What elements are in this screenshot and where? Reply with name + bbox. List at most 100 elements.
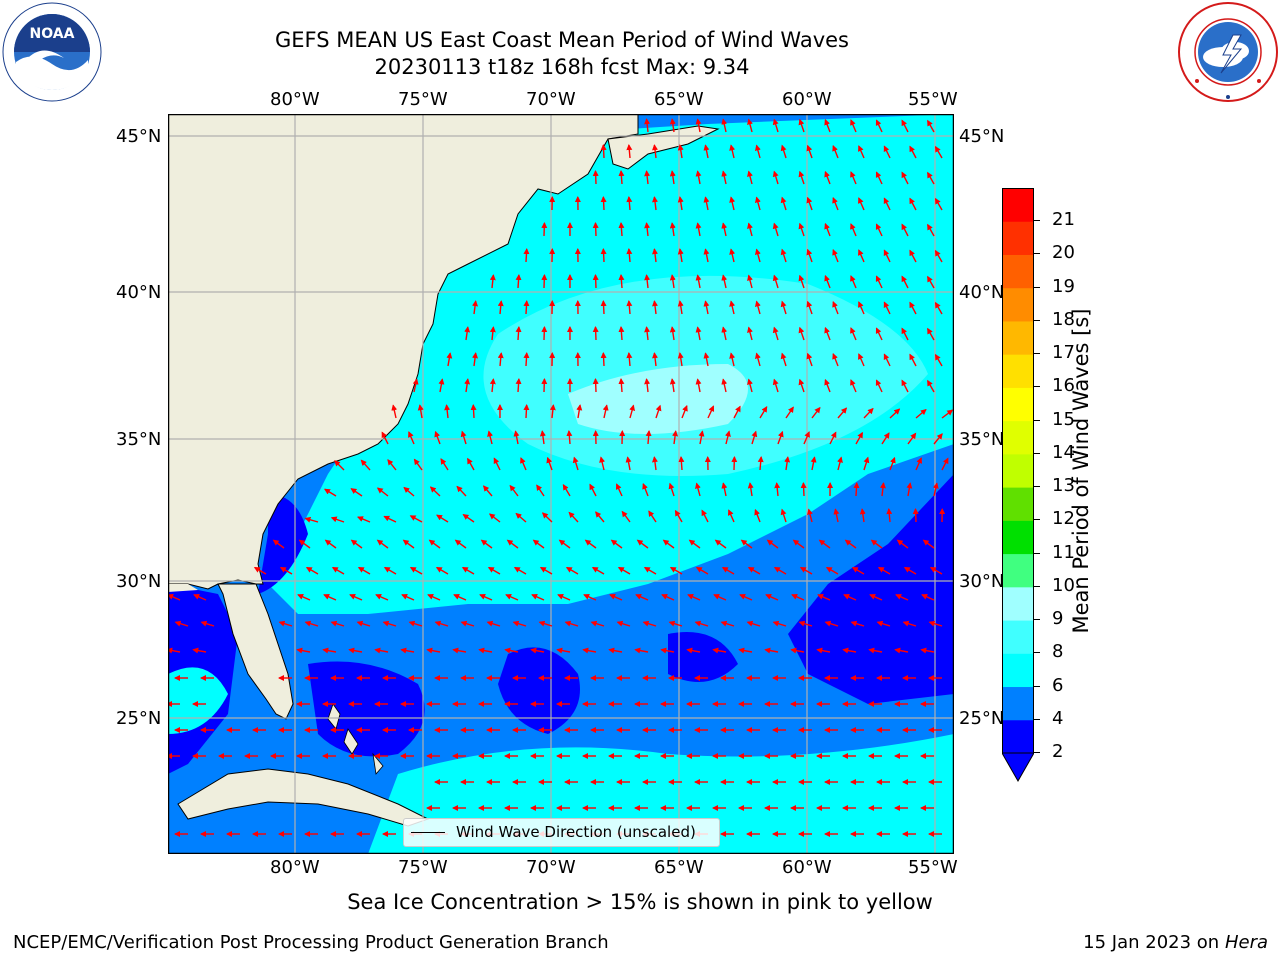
wind-wave-arrow [806, 352, 813, 367]
wind-wave-arrow [798, 170, 805, 185]
wind-wave-arrow [428, 539, 441, 549]
wind-wave-arrow [409, 566, 423, 575]
wind-wave-arrow [460, 430, 467, 445]
wind-wave-arrow [350, 488, 363, 497]
wind-wave-arrow [592, 222, 599, 237]
wind-wave-arrow [382, 620, 397, 627]
colorbar-tick-label: 6 [1052, 674, 1064, 696]
chart-title-line2: 20230113 t18z 168h fcst Max: 9.34 [374, 55, 750, 79]
wind-wave-arrow [330, 516, 345, 523]
wind-wave-arrow [932, 482, 939, 497]
wind-wave-arrow [825, 566, 839, 575]
wind-wave-arrow [901, 171, 909, 185]
wind-wave-arrow [636, 539, 649, 549]
wind-wave-arrow [694, 620, 709, 627]
wind-wave-arrow [677, 144, 684, 159]
colorbar-tick-mark [1034, 552, 1040, 554]
wind-wave-arrow [747, 170, 753, 185]
colorbar-tick-label: 11 [1052, 541, 1075, 563]
wind-wave-arrow [754, 300, 761, 315]
wind-wave-arrow [881, 432, 890, 445]
wind-wave-arrow [780, 144, 787, 159]
wind-wave-arrow [934, 353, 943, 367]
wind-wave-arrow [662, 539, 675, 549]
wind-wave-arrow [747, 274, 753, 289]
wind-wave-arrow [695, 482, 701, 497]
colorbar-tick-mark [1034, 752, 1040, 753]
wind-wave-arrow [642, 620, 657, 627]
wind-wave-arrow [600, 248, 607, 263]
wind-wave-arrow [906, 482, 913, 497]
wind-wave-arrow [824, 274, 831, 289]
colorbar-tick-label: 18 [1052, 308, 1075, 330]
wind-wave-arrow [305, 566, 319, 575]
colorbar-tick-mark [1034, 519, 1040, 521]
wind-wave-arrow [539, 566, 553, 575]
lon-label-top-60w: 60°W [782, 89, 832, 110]
wind-wave-arrow [707, 405, 715, 419]
wind-wave-arrow [454, 539, 467, 549]
lat-label-right-40n: 40°N [959, 282, 1005, 303]
wind-wave-arrow [800, 482, 807, 497]
land-nova-scotia [607, 125, 720, 170]
wind-wave-arrow [634, 647, 649, 654]
colorbar-tick-mark [1034, 685, 1040, 687]
wind-wave-arrow [803, 431, 810, 445]
wind-wave-arrow [941, 409, 954, 419]
wind-wave-arrow [391, 404, 398, 419]
wind-wave-arrow [883, 249, 891, 263]
wind-wave-arrow [644, 222, 651, 237]
wind-wave-arrow [572, 456, 579, 471]
wind-wave-arrow [901, 327, 909, 341]
wind-wave-arrow [798, 620, 813, 627]
wind-wave-arrow [435, 566, 449, 575]
wind-wave-arrow [901, 275, 909, 289]
wind-wave-arrow [933, 433, 943, 445]
sea-ice-note: Sea Ice Concentration > 15% is shown in … [347, 890, 933, 914]
ocean-period-2s-east [788, 474, 954, 704]
wind-wave-arrow [747, 326, 753, 341]
wind-wave-arrow [618, 170, 625, 185]
wind-wave-arrow [600, 352, 607, 367]
wind-wave-arrow [855, 431, 864, 445]
wind-wave-arrow [798, 378, 805, 393]
lon-label-bottom-75w: 75°W [398, 857, 448, 878]
wind-wave-arrow [582, 647, 597, 654]
wind-wave-arrow [324, 539, 337, 549]
wind-wave-arrow [686, 647, 701, 654]
colorbar-band [1002, 287, 1034, 322]
wind-wave-arrow [764, 647, 779, 654]
wind-wave-arrow [751, 430, 758, 445]
wind-wave-arrow [618, 326, 625, 341]
colorbar-band [1002, 686, 1034, 721]
wind-wave-arrow [523, 404, 530, 419]
wind-wave-arrow [480, 539, 493, 549]
wind-wave-arrow [453, 594, 467, 601]
lon-label-top-70w: 70°W [526, 89, 576, 110]
wind-wave-arrow [858, 197, 865, 211]
wind-wave-arrow [426, 647, 441, 654]
wind-wave-arrow [272, 539, 285, 549]
wind-wave-arrow [754, 248, 761, 263]
wind-wave-arrow [565, 566, 579, 575]
colorbar-band [1002, 420, 1034, 455]
wind-wave-arrow [721, 482, 728, 497]
wind-wave-arrow [725, 430, 731, 445]
wind-wave-arrow [896, 539, 909, 549]
wind-wave-arrow [780, 248, 787, 263]
wind-wave-arrow [798, 326, 805, 341]
wind-wave-arrow [875, 171, 883, 185]
lat-label-left-25n: 25°N [116, 708, 162, 729]
wind-wave-arrow [920, 647, 935, 654]
wind-wave-arrow [549, 404, 556, 419]
wind-wave-arrow [583, 594, 597, 601]
wind-wave-arrow [912, 508, 919, 523]
wind-wave-arrow [772, 326, 779, 341]
wind-wave-arrow [506, 539, 519, 549]
wind-wave-arrow [729, 196, 736, 211]
wind-wave-arrow [408, 620, 423, 627]
wind-wave-arrow [934, 145, 943, 159]
colorbar-tick-label: 19 [1052, 275, 1075, 297]
wind-wave-arrow [486, 620, 501, 627]
wind-wave-arrow [618, 274, 625, 289]
